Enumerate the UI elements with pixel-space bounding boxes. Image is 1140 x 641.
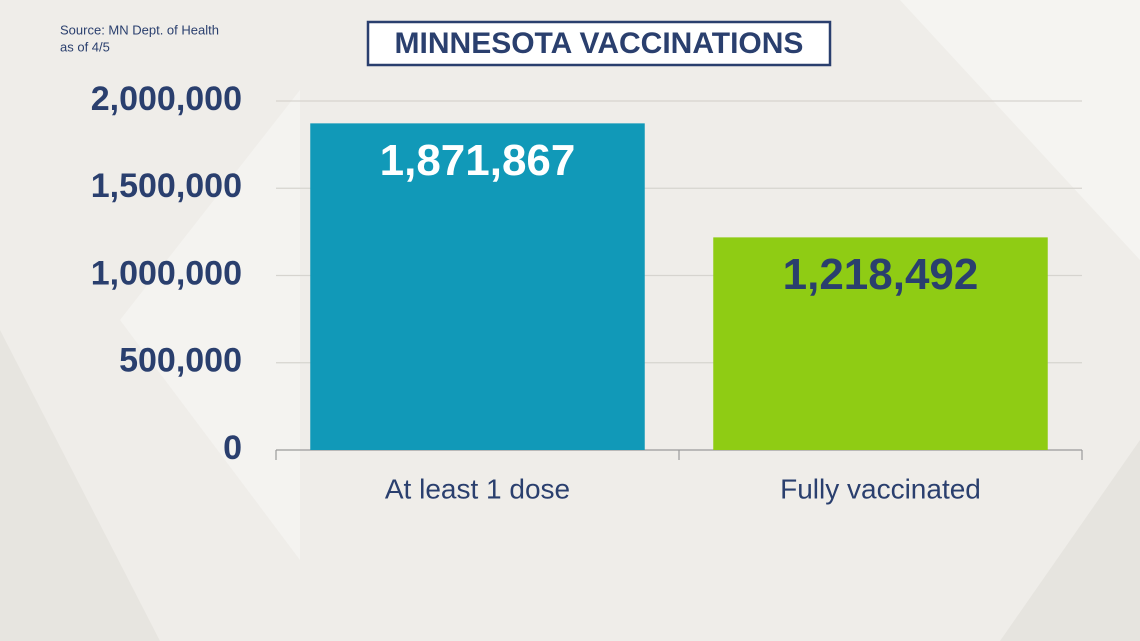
y-tick-label: 0 [223,429,242,467]
source: as of 4/5 [60,39,110,54]
y-tick-label: 1,000,000 [91,254,242,292]
value-label: 1,871,867 [380,136,576,185]
bg-shape [900,0,1140,260]
source: Source: MN Dept. of Health [60,22,219,37]
y-tick-label: 1,500,000 [91,167,242,205]
title-box [366,20,832,67]
bg-shape [1000,440,1140,641]
y-tick-label: 2,000,000 [91,80,242,118]
bg-shape [0,330,160,641]
chart-title: MINNESOTA VACCINATIONS [395,27,804,60]
x-tick-label: Fully vaccinated [780,473,981,504]
y-tick-label: 500,000 [119,342,242,380]
x-tick-label: At least 1 dose [385,473,570,504]
value-label: 1,218,492 [783,250,979,299]
bar [713,237,1048,450]
bar [310,123,645,451]
bg-shape [120,90,300,560]
